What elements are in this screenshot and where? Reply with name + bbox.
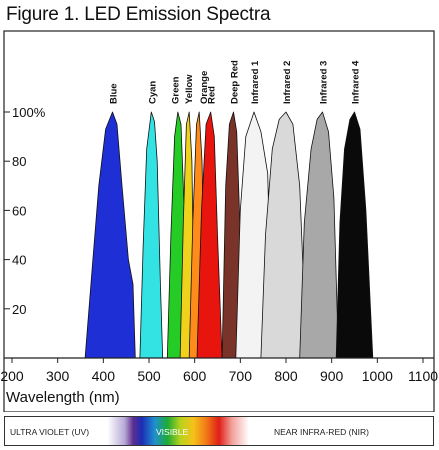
series-cyan-curve [139,111,164,359]
series-label-infrared-4: Infrared 4 [351,60,362,104]
x-tick-label: 900 [320,368,344,384]
visible-label: VISIBLE [156,427,188,437]
y-top-label: 100% [12,105,46,120]
x-tick-label: 300 [46,368,70,384]
y-tick-label: 60 [12,203,26,218]
series-label-cyan: Cyan [147,81,158,104]
emission-spectra-chart: 20 40 60 80 100% 200 300 400 500 600 700 800 900 100… [0,30,438,412]
x-tick-label: 1100 [408,368,438,384]
series-infrared-3-curve [299,111,339,359]
uv-label: ULTRA VIOLET (UV) [10,427,89,437]
series-label-infrared-1: Infrared 1 [250,60,261,104]
x-tick-label: 1000 [362,368,393,384]
series-infrared-2-curve [260,111,307,359]
series-label-yellow: Yellow [184,74,195,104]
spectrum-bar: ULTRA VIOLET (UV) VISIBLE NEAR INFRA-RED… [4,416,434,446]
series-label-orange: Orange [199,71,210,104]
y-axis: 20 40 60 80 100% [4,105,46,317]
x-axis-title: Wavelength (nm) [6,389,120,406]
series-label-green: Green [171,76,182,104]
x-tick-label: 700 [229,368,253,384]
series-label-infrared-2: Infrared 2 [282,61,293,104]
plot-frame [3,30,435,412]
series-blue-curve [84,111,136,359]
nir-label: NEAR INFRA-RED (NIR) [274,427,369,437]
series-layer [84,111,374,359]
series-infrared-4-curve [335,111,374,359]
x-axis: 200 300 400 500 600 700 800 900 1000 1100 [0,358,438,384]
y-tick-label: 40 [12,253,26,268]
series-label-infrared-3: Infrared 3 [319,61,330,104]
spectrum-gradient [4,416,434,446]
x-tick-label: 400 [92,368,116,384]
series-label-blue: Blue [108,83,119,104]
x-tick-label: 800 [274,368,298,384]
x-tick-label: 500 [137,368,161,384]
y-tick-label: 80 [12,154,26,169]
x-tick-label: 200 [0,368,24,384]
series-red-curve [196,111,223,359]
series-label-deep-red: Deep Red [229,60,240,104]
figure-title: Figure 1. LED Emission Spectra [6,4,271,25]
y-tick-label: 20 [12,302,26,317]
x-tick-label: 600 [183,368,207,384]
series-label-red: Red [207,86,218,104]
